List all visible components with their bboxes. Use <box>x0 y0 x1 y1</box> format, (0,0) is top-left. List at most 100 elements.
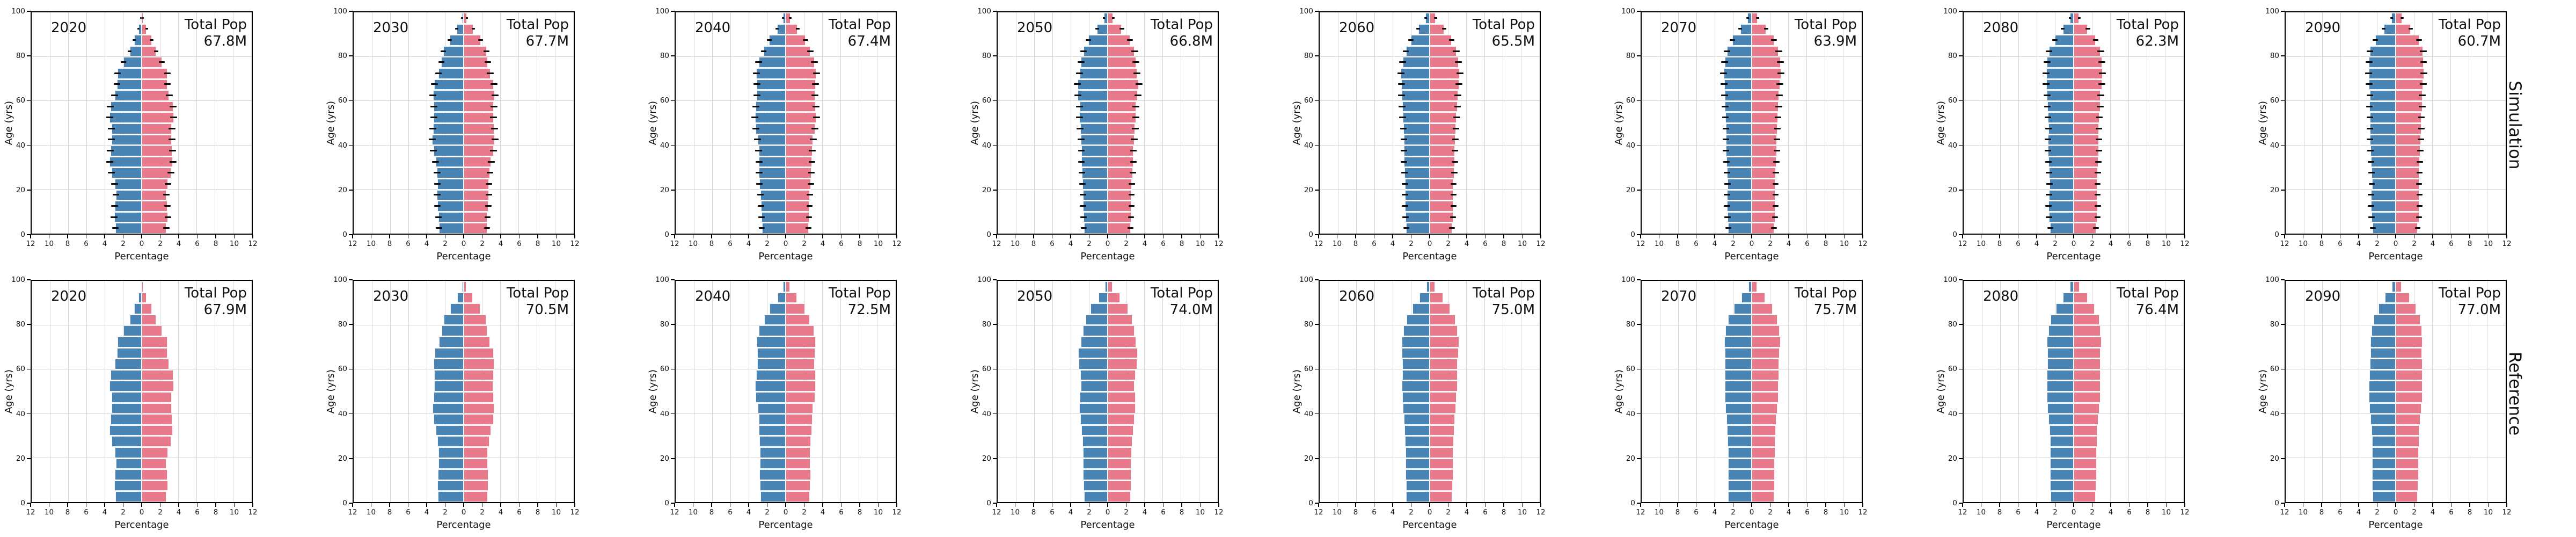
error-bar <box>1453 117 1460 119</box>
gridline-vertical <box>2340 12 2341 234</box>
total-pop-caption: Total Pop <box>828 17 891 33</box>
y-tick-label: 80 <box>1626 52 1635 61</box>
x-tick-label: 4 <box>1142 508 1147 517</box>
x-tick-label: 10 <box>1010 508 1020 517</box>
error-bar <box>2418 117 2425 119</box>
gridline-vertical <box>2128 12 2129 234</box>
male-bar <box>1401 90 1430 101</box>
error-bar <box>1398 95 1406 96</box>
x-tick-label: 4 <box>2356 240 2361 248</box>
male-bar <box>759 436 786 447</box>
y-tick-label: 80 <box>16 52 25 61</box>
x-tick-label: 10 <box>1976 240 1986 248</box>
male-bar <box>129 46 142 57</box>
male-bar <box>1079 68 1108 79</box>
x-tick <box>1677 235 1678 238</box>
male-bar <box>2370 156 2396 168</box>
male-bar <box>1725 112 1752 123</box>
error-bar <box>114 83 120 85</box>
gridline-vertical <box>1374 281 1375 502</box>
x-tick <box>2147 235 2148 238</box>
female-bar <box>2396 168 2420 178</box>
error-bar <box>2414 227 2421 229</box>
error-bar <box>811 61 818 63</box>
female-bar <box>142 480 168 491</box>
x-tick-label: 2 <box>1409 508 1414 517</box>
error-bar <box>753 83 760 85</box>
gridline-vertical <box>68 12 69 234</box>
male-bar <box>1723 68 1752 79</box>
y-tick-label: 0 <box>2274 230 2279 239</box>
error-bar <box>1450 216 1457 218</box>
male-bar <box>434 112 464 123</box>
x-axis-label: Percentage <box>436 519 491 531</box>
error-bar <box>487 72 494 74</box>
x-tick <box>1862 235 1863 238</box>
x-tick-label: 12 <box>2180 508 2190 517</box>
error-bar <box>1434 17 1437 19</box>
gridline-vertical <box>518 12 519 234</box>
error-bar <box>2367 95 2374 96</box>
error-bar <box>2420 61 2427 63</box>
y-tick <box>349 368 353 370</box>
y-tick-label: 80 <box>982 320 991 329</box>
plot-area: 2080 Total Pop 76.4M <box>1963 280 2185 503</box>
male-bar <box>115 223 142 234</box>
y-tick-label: 40 <box>16 409 25 418</box>
x-tick <box>481 503 483 507</box>
x-tick-label: 10 <box>873 240 883 248</box>
y-tick <box>349 458 353 459</box>
x-tick <box>407 503 409 507</box>
male-bar <box>1083 212 1108 223</box>
female-bar <box>464 179 489 190</box>
female-bar <box>464 369 494 381</box>
female-bar <box>1752 190 1776 201</box>
x-tick-label: 12 <box>26 240 35 248</box>
x-tick <box>1714 503 1715 507</box>
error-bar <box>2367 117 2374 119</box>
x-tick-label: 0 <box>461 508 466 517</box>
x-tick-label: 8 <box>1997 508 2002 517</box>
x-tick-label: 0 <box>783 240 788 248</box>
y-tick <box>1959 11 1963 12</box>
x-tick-label: 12 <box>670 508 679 517</box>
x-tick-label: 12 <box>1314 240 1323 248</box>
male-bar <box>438 447 464 458</box>
error-bar <box>1080 50 1087 52</box>
total-pop-label: Total Pop 67.9M <box>185 285 247 318</box>
female-bar <box>464 156 492 168</box>
female-bar <box>2074 325 2101 336</box>
female-bar <box>1430 35 1452 46</box>
x-tick <box>370 235 372 238</box>
x-tick <box>1429 235 1430 238</box>
total-pop-label: Total Pop 67.8M <box>185 17 247 49</box>
x-tick <box>2506 235 2507 238</box>
error-bar <box>2416 183 2423 185</box>
error-bar <box>2368 183 2375 185</box>
female-bar <box>142 447 168 458</box>
x-tick <box>122 235 124 238</box>
female-bar <box>1752 491 1774 502</box>
x-tick-label: 8 <box>857 240 862 248</box>
female-bar <box>1108 101 1136 112</box>
male-bar <box>123 325 142 336</box>
x-tick-label: 8 <box>213 508 218 517</box>
total-pop-value: 60.7M <box>2457 33 2501 49</box>
x-tick <box>178 235 179 238</box>
x-tick <box>1410 503 1412 507</box>
y-tick <box>993 234 997 235</box>
male-bar <box>1077 79 1108 90</box>
year-label: 2060 <box>1339 288 1375 304</box>
error-bar <box>140 17 142 19</box>
x-tick-label: 6 <box>1694 240 1699 248</box>
y-tick-label: 80 <box>16 320 25 329</box>
y-axis-label: Age (yrs) <box>2257 369 2268 414</box>
x-tick <box>822 503 823 507</box>
female-bar <box>1430 369 1458 381</box>
error-bar <box>2417 150 2424 151</box>
error-bar <box>806 205 813 207</box>
error-bar <box>1074 83 1081 85</box>
male-bar <box>756 101 786 112</box>
error-bar <box>1723 150 1730 151</box>
male-bar <box>2048 156 2074 168</box>
